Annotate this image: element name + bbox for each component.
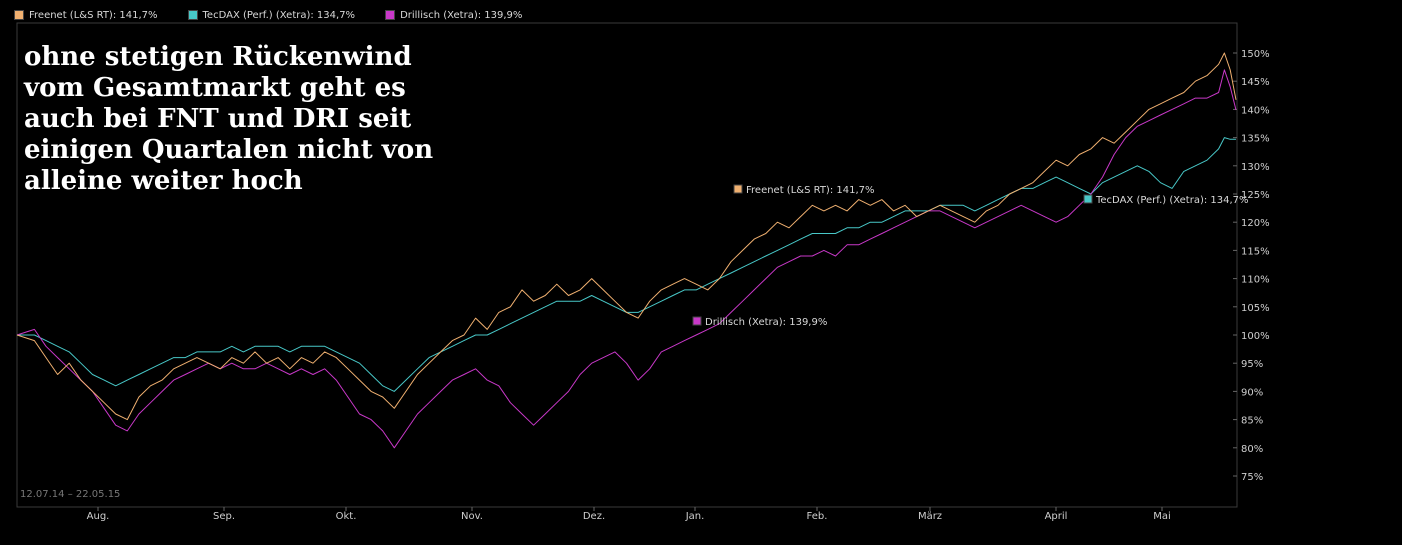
x-tick-label: Dez. [583, 511, 605, 522]
x-tick-label: April [1045, 511, 1068, 522]
y-tick-label: 115% [1241, 246, 1270, 257]
series-end-text: Freenet (L&S RT): 141,7% [746, 185, 875, 196]
annotation-line: auch bei FNT und DRI seit [24, 104, 412, 134]
y-tick-label: 95% [1241, 359, 1263, 370]
x-tick-label: März [918, 511, 942, 522]
annotation-line: ohne stetigen Rückenwind [24, 42, 412, 72]
y-tick-label: 90% [1241, 387, 1263, 398]
y-tick-label: 120% [1241, 218, 1270, 229]
y-tick-label: 150% [1241, 49, 1270, 60]
annotation-line: einigen Quartalen nicht von [24, 135, 434, 165]
legend: Freenet (L&S RT): 141,7% TecDAX (Perf.) … [14, 7, 522, 23]
series-end-text: TecDAX (Perf.) (Xetra): 134,7% [1095, 195, 1249, 206]
plot-area [16, 22, 1238, 508]
legend-item-drillisch[interactable]: Drillisch (Xetra): 139,9% [385, 7, 522, 23]
series-end-label-1: TecDAX (Perf.) (Xetra): 134,7% [1083, 194, 1249, 206]
series-end-swatch [733, 184, 743, 194]
legend-label-tecdax: TecDAX (Perf.) (Xetra): 134,7% [202, 9, 356, 21]
y-tick-label: 75% [1241, 472, 1263, 483]
annotation-line: alleine weiter hoch [24, 166, 303, 196]
legend-item-tecdax[interactable]: TecDAX (Perf.) (Xetra): 134,7% [187, 7, 356, 23]
y-tick-label: 145% [1241, 77, 1270, 88]
series-end-swatch [1083, 194, 1093, 204]
y-tick-label: 105% [1241, 303, 1270, 314]
series-end-label-2: Drillisch (Xetra): 139,9% [692, 316, 827, 328]
legend-label-freenet: Freenet (L&S RT): 141,7% [29, 9, 158, 21]
y-tick-label: 135% [1241, 134, 1270, 145]
x-tick-label: Sep. [213, 511, 235, 522]
y-tick-label: 80% [1241, 444, 1263, 455]
y-tick-label: 110% [1241, 275, 1270, 286]
series-line-1 [17, 137, 1236, 392]
series-line-2 [16, 69, 1237, 449]
legend-swatch-drillisch [385, 10, 396, 20]
y-tick-label: 85% [1241, 416, 1263, 427]
x-tick-label: Nov. [461, 511, 483, 522]
legend-item-freenet[interactable]: Freenet (L&S RT): 141,7% [14, 7, 158, 23]
series-end-label-0: Freenet (L&S RT): 141,7% [733, 184, 875, 196]
legend-swatch-tecdax [187, 10, 198, 20]
annotation-text: ohne stetigen Rückenwind vom Gesamtmarkt… [24, 42, 544, 197]
x-tick-label: Feb. [807, 511, 828, 522]
x-tick-label: Aug. [87, 511, 110, 522]
x-tick-label: Jan. [685, 511, 705, 522]
x-tick-label: Mai [1153, 511, 1171, 522]
annotation-line: vom Gesamtmarkt geht es [24, 73, 406, 103]
date-range-label: 12.07.14 – 22.05.15 [20, 489, 120, 500]
series-line-0 [16, 52, 1237, 421]
legend-swatch-freenet [14, 10, 24, 20]
y-tick-label: 130% [1241, 162, 1270, 173]
legend-label-drillisch: Drillisch (Xetra): 139,9% [400, 9, 523, 21]
y-tick-label: 125% [1241, 190, 1270, 201]
x-tick-label: Okt. [336, 511, 357, 522]
y-tick-label: 100% [1241, 331, 1270, 342]
series-end-text: Drillisch (Xetra): 139,9% [705, 317, 827, 328]
series-end-swatch [692, 316, 702, 326]
y-tick-label: 140% [1241, 105, 1270, 116]
